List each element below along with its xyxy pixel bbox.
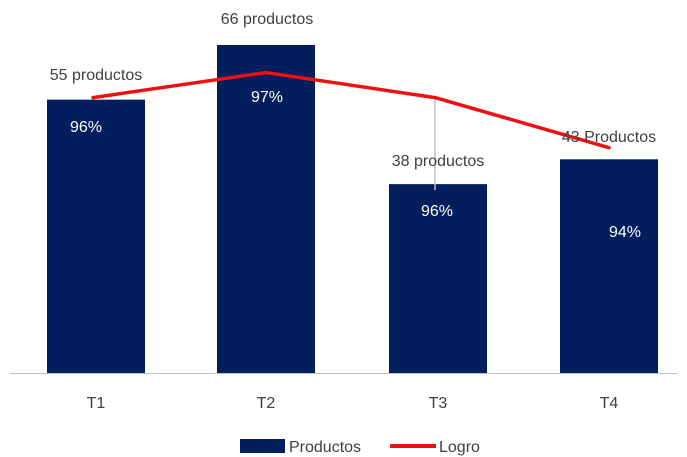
tick-label-t1: T1 (87, 395, 106, 412)
bar-label-t3: 38 productos (392, 153, 485, 170)
tick-label-t4: T4 (600, 395, 619, 412)
legend-label-productos: Productos (289, 439, 361, 456)
bar-t1 (47, 99, 145, 374)
bar-t2 (217, 44, 315, 373)
bar-series (47, 44, 658, 374)
bar-data-labels: 55 productos 66 productos 38 productos 43 P… (50, 11, 656, 170)
logro-label-t4: 94% (609, 224, 641, 241)
logro-label-t1: 96% (70, 119, 102, 136)
tick-label-t2: T2 (257, 395, 276, 412)
logro-data-labels: 96% 97% 96% 94% (70, 89, 641, 241)
bar-label-t4: 43 Productos (562, 129, 656, 146)
x-tick-labels: T1 T2 T3 T4 (87, 395, 619, 412)
bar-label-t2: 66 productos (221, 11, 314, 28)
bar-t4 (560, 159, 658, 373)
logro-label-t3: 96% (421, 203, 453, 220)
tick-label-t3: T3 (429, 395, 448, 412)
legend-swatch-productos (240, 439, 285, 453)
bar-label-t1: 55 productos (50, 67, 143, 84)
bar-t3 (389, 184, 487, 373)
logro-label-t2: 97% (251, 89, 283, 106)
legend: Productos Logro (240, 439, 480, 456)
legend-label-logro: Logro (439, 439, 480, 456)
logro-line (91, 70, 611, 150)
